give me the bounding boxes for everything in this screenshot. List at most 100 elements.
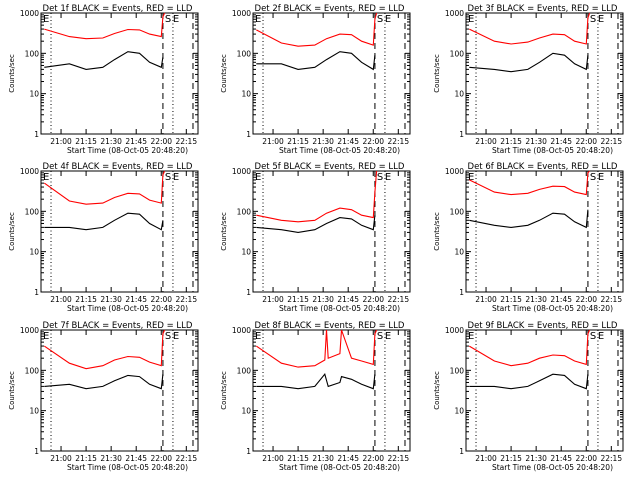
marker-e: E [598, 331, 604, 342]
series-line-events [256, 51, 376, 71]
marker-e: E [598, 172, 604, 183]
y-axis-label: Counts/sec [433, 54, 441, 93]
y-tick-label: 1 [246, 288, 251, 297]
marker-s: S [165, 331, 171, 342]
panel-title: Det 6f BLACK = Events, RED = LLD [468, 162, 618, 172]
y-tick-label: 100 [450, 366, 465, 375]
marker-s: S [165, 14, 171, 25]
plot-frame [465, 329, 624, 452]
plot-frame [252, 170, 411, 293]
marker-s: S [590, 172, 596, 183]
x-tick-label: 21:30 [312, 454, 334, 463]
y-tick-label: 100 [237, 366, 252, 375]
panel-title: Det 3f BLACK = Events, RED = LLD [468, 4, 618, 14]
marker-e: E [173, 14, 179, 25]
y-tick-label: 1000 [20, 9, 39, 18]
x-tick-label: 21:00 [50, 295, 72, 304]
series-line-lld [255, 329, 378, 368]
marker-e-left: E [43, 172, 49, 183]
series-line-lld [469, 12, 591, 45]
x-tick-label: 21:15 [75, 137, 97, 146]
y-axis-label: Counts/sec [8, 212, 16, 251]
marker-e-left: E [468, 14, 474, 25]
series-line-lld [43, 170, 166, 205]
x-tick-label: 21:15 [75, 295, 97, 304]
x-axis-label: Start Time (08-Oct-05 20:48:20) [492, 146, 613, 155]
y-tick-label: 10 [241, 248, 251, 257]
x-tick-label: 21:30 [525, 295, 547, 304]
y-tick-label: 1000 [232, 167, 251, 176]
marker-e: E [173, 172, 179, 183]
x-tick-label: 22:15 [600, 137, 622, 146]
x-axis-label: Start Time (08-Oct-05 20:48:20) [67, 146, 188, 155]
marker-e: E [173, 331, 179, 342]
marker-e-left: E [43, 14, 49, 25]
x-tick-label: 21:30 [525, 137, 547, 146]
x-tick-label: 21:45 [337, 295, 359, 304]
marker-s: S [377, 172, 383, 183]
x-tick-label: 21:45 [337, 137, 359, 146]
y-tick-label: 1 [246, 447, 251, 456]
marker-e: E [385, 14, 391, 25]
x-axis-label: Start Time (08-Oct-05 20:48:20) [279, 463, 400, 472]
x-tick-label: 22:15 [600, 454, 622, 463]
y-axis-label: Counts/sec [8, 54, 16, 93]
x-tick-label: 21:45 [550, 295, 572, 304]
y-tick-label: 100 [25, 366, 40, 375]
y-axis-label: Counts/sec [220, 371, 228, 410]
x-tick-label: 21:00 [262, 295, 284, 304]
y-tick-label: 1 [459, 447, 464, 456]
x-tick-label: 21:15 [75, 454, 97, 463]
series-line-lld [44, 12, 166, 40]
x-tick-label: 22:15 [600, 295, 622, 304]
marker-e-left: E [468, 172, 474, 183]
x-tick-label: 22:15 [175, 454, 197, 463]
marker-e: E [385, 172, 391, 183]
y-tick-label: 1 [34, 447, 39, 456]
y-tick-label: 10 [454, 407, 464, 416]
y-tick-label: 10 [454, 90, 464, 99]
x-tick-label: 21:45 [550, 454, 572, 463]
x-tick-label: 22:15 [387, 137, 409, 146]
x-tick-label: 21:45 [337, 454, 359, 463]
x-tick-label: 21:00 [262, 137, 284, 146]
x-tick-label: 22:15 [175, 295, 197, 304]
x-tick-label: 21:00 [50, 137, 72, 146]
x-tick-label: 21:15 [287, 137, 309, 146]
x-tick-label: 21:45 [125, 295, 147, 304]
x-tick-label: 22:15 [387, 454, 409, 463]
marker-e: E [385, 331, 391, 342]
y-tick-label: 1 [459, 130, 464, 139]
y-tick-label: 1000 [445, 167, 464, 176]
series-line-events [256, 373, 376, 390]
x-axis-label: Start Time (08-Oct-05 20:48:20) [492, 463, 613, 472]
x-tick-label: 22:00 [575, 137, 597, 146]
y-tick-label: 10 [29, 248, 39, 257]
y-tick-label: 1000 [232, 326, 251, 335]
plot-frame [40, 12, 199, 135]
plot-frame [252, 329, 411, 452]
x-tick-label: 22:00 [150, 454, 172, 463]
y-tick-label: 10 [241, 407, 251, 416]
x-tick-label: 21:30 [100, 137, 122, 146]
series-line-events [469, 373, 589, 390]
x-tick-label: 22:00 [362, 137, 384, 146]
panel-title: Det 1f BLACK = Events, RED = LLD [43, 4, 193, 14]
panel-title: Det 5f BLACK = Events, RED = LLD [255, 162, 405, 172]
y-tick-label: 1000 [445, 9, 464, 18]
y-tick-label: 1 [34, 288, 39, 297]
x-tick-label: 21:30 [100, 454, 122, 463]
x-tick-label: 21:30 [525, 454, 547, 463]
y-tick-label: 100 [25, 207, 40, 216]
x-axis-label: Start Time (08-Oct-05 20:48:20) [279, 146, 400, 155]
plot-frame [252, 12, 411, 135]
marker-e-left: E [255, 172, 261, 183]
y-tick-label: 100 [25, 49, 40, 58]
y-tick-label: 1000 [445, 326, 464, 335]
y-tick-label: 10 [29, 407, 39, 416]
x-tick-label: 22:00 [150, 137, 172, 146]
